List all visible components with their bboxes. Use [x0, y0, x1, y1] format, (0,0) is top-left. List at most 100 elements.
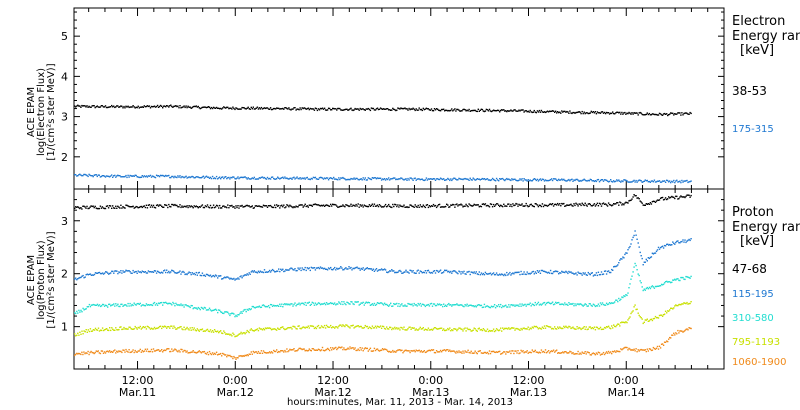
electron-point	[579, 179, 581, 182]
proton-point	[555, 203, 557, 205]
proton-point	[579, 327, 581, 329]
proton-point	[486, 328, 489, 330]
proton-point	[212, 204, 215, 206]
proton-point	[337, 206, 339, 208]
electron-point	[141, 106, 143, 108]
electron-point	[179, 105, 181, 107]
proton-point	[587, 203, 589, 205]
proton-point	[335, 269, 337, 271]
electron-point	[476, 110, 478, 113]
electron-point	[346, 108, 348, 110]
proton-point	[624, 202, 626, 204]
electron-point	[250, 178, 252, 180]
proton-point	[466, 303, 468, 305]
proton-point	[548, 326, 551, 328]
electron-point	[239, 108, 241, 110]
proton-point	[406, 305, 408, 307]
electron-point	[289, 177, 291, 180]
proton-point	[534, 203, 536, 205]
proton-point	[504, 205, 506, 207]
proton-point	[175, 302, 177, 305]
electron-point	[204, 106, 207, 108]
electron-point	[508, 178, 510, 180]
proton-point	[371, 325, 374, 327]
electron-point	[266, 107, 269, 109]
proton-point	[133, 328, 135, 330]
proton-point	[372, 268, 375, 270]
proton-point	[321, 267, 324, 269]
proton-point	[580, 353, 582, 355]
electron-ytick-label: 4	[61, 70, 68, 83]
electron-point	[617, 111, 619, 113]
electron-point	[685, 112, 687, 114]
proton-point	[193, 351, 195, 353]
electron-ylabel-line1: ACE EPAM	[26, 87, 37, 137]
electron-point	[271, 176, 274, 178]
proton-point	[477, 273, 479, 276]
proton-point	[241, 204, 243, 207]
proton-point	[657, 317, 660, 319]
proton-point	[416, 329, 418, 331]
electron-point	[546, 110, 549, 112]
electron-point	[139, 106, 141, 108]
proton-point	[287, 327, 289, 329]
proton-point	[492, 272, 495, 274]
proton-point	[109, 272, 111, 275]
proton-point	[661, 343, 664, 345]
electron-point	[403, 179, 405, 181]
proton-point	[541, 269, 544, 272]
electron-point	[379, 177, 382, 179]
proton-point	[342, 324, 344, 326]
electron-point	[340, 109, 342, 111]
proton-point	[289, 204, 291, 206]
proton-point	[393, 328, 395, 330]
proton-point	[321, 326, 324, 328]
electron-point	[291, 178, 293, 180]
proton-point	[526, 271, 528, 273]
electron-point	[350, 107, 352, 109]
proton-point	[578, 203, 580, 205]
electron-point	[321, 107, 324, 109]
proton-point	[625, 252, 627, 254]
proton-point	[568, 302, 570, 304]
electron-point	[321, 177, 324, 179]
proton-point	[299, 204, 301, 206]
proton-point	[168, 326, 170, 328]
proton-point	[315, 203, 318, 206]
proton-point	[361, 268, 363, 270]
proton-point	[153, 206, 156, 209]
electron-point	[440, 178, 443, 180]
electron-point	[644, 179, 646, 181]
proton-point	[311, 301, 313, 304]
electron-point	[550, 178, 553, 180]
electron-point	[233, 176, 235, 178]
proton-point	[101, 350, 104, 352]
electron-point	[628, 111, 630, 114]
proton-point	[259, 205, 262, 208]
proton-point	[602, 303, 605, 306]
proton-point	[267, 305, 270, 307]
electron-point	[682, 114, 684, 116]
electron-point	[108, 106, 111, 108]
proton-point	[670, 281, 672, 284]
electron-point	[433, 108, 436, 110]
proton-point	[607, 325, 610, 327]
electron-point	[335, 108, 337, 110]
electron-point	[657, 180, 660, 182]
proton-point	[259, 328, 262, 330]
proton-point	[663, 282, 666, 284]
proton-point	[425, 304, 428, 306]
proton-point	[652, 200, 655, 202]
proton-point	[91, 330, 94, 332]
proton-point	[100, 305, 103, 307]
proton-point	[228, 313, 230, 315]
proton-point	[464, 205, 466, 207]
proton-point	[600, 328, 603, 331]
proton-point	[542, 350, 545, 353]
proton-point	[269, 327, 272, 330]
proton-point	[616, 265, 618, 267]
proton-point	[166, 302, 168, 304]
proton-point	[356, 205, 358, 207]
proton-point	[99, 272, 102, 275]
proton-series-47-68	[74, 194, 692, 210]
